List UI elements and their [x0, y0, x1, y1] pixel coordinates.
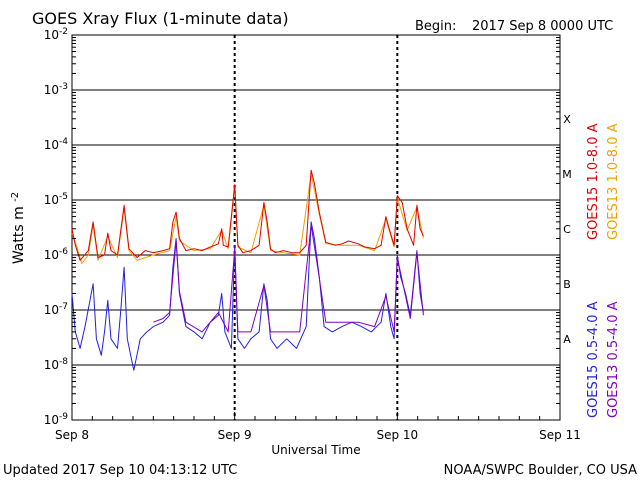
- y-axis-label: Watts m -2: [10, 192, 28, 264]
- y-tick-label: 10-7: [44, 302, 68, 317]
- legend-entry: GOES13 0.5-4.0 A: [606, 301, 621, 418]
- credit-text: NOAA/SWPC Boulder, CO USA: [444, 463, 637, 478]
- y-tick-label: 10-9: [44, 412, 69, 427]
- y-tick-label: 10-3: [44, 82, 68, 97]
- series-line: [71, 169, 424, 261]
- series-line: [153, 224, 424, 333]
- flare-class-label: M: [562, 168, 572, 181]
- x-tick-layer: Sep 8 Sep 9 Sep 10 Sep 11: [55, 412, 581, 442]
- x-axis-label: Universal Time: [271, 443, 360, 457]
- legend-entry: GOES15 0.5-4.0 A: [586, 301, 601, 418]
- series-layer: [71, 169, 424, 371]
- plot-frame: [71, 34, 561, 421]
- series-line: [71, 173, 424, 264]
- y-axis-label-base: Watts m: [11, 206, 27, 264]
- legend-entry: GOES13 1.0-8.0 A: [606, 123, 621, 240]
- x-tick-label: Sep 10: [376, 428, 418, 442]
- x-tick-label: Sep 8: [55, 428, 89, 442]
- flare-class-layer: A B C M X: [562, 113, 572, 346]
- x-tick-label: Sep 11: [539, 428, 581, 442]
- begin-label: Begin:: [415, 19, 456, 34]
- y-tick-label: 10-4: [44, 137, 69, 152]
- legend-entry: GOES15 1.0-8.0 A: [586, 123, 601, 240]
- y-tick-layer: 10-9 10-8 10-7 10-6 10-5 10-4 10-3 10-2: [44, 27, 560, 427]
- flare-class-label: X: [563, 113, 571, 126]
- flare-class-label: A: [563, 333, 571, 346]
- flare-class-label: C: [563, 223, 571, 236]
- y-tick-label: 10-5: [44, 192, 68, 207]
- y-tick-label: 10-6: [44, 247, 69, 262]
- chart-title: GOES Xray Flux (1-minute data): [32, 9, 289, 28]
- begin-value: 2017 Sep 8 0000 UTC: [472, 19, 613, 34]
- series-line: [71, 221, 424, 371]
- y-tick-label: 10-8: [44, 357, 69, 372]
- flare-class-label: B: [563, 278, 571, 291]
- x-tick-label: Sep 9: [218, 428, 252, 442]
- y-axis-label-sup: -2: [10, 192, 21, 202]
- y-tick-label: 10-2: [44, 27, 68, 42]
- updated-timestamp: Updated 2017 Sep 10 04:13:12 UTC: [3, 463, 237, 478]
- grid-layer: [72, 35, 560, 420]
- legend-layer: GOES15 1.0-8.0 A GOES13 1.0-8.0 A GOES15 0…: [586, 123, 621, 418]
- svg-text:Watts m -2: Watts m -2: [10, 192, 28, 264]
